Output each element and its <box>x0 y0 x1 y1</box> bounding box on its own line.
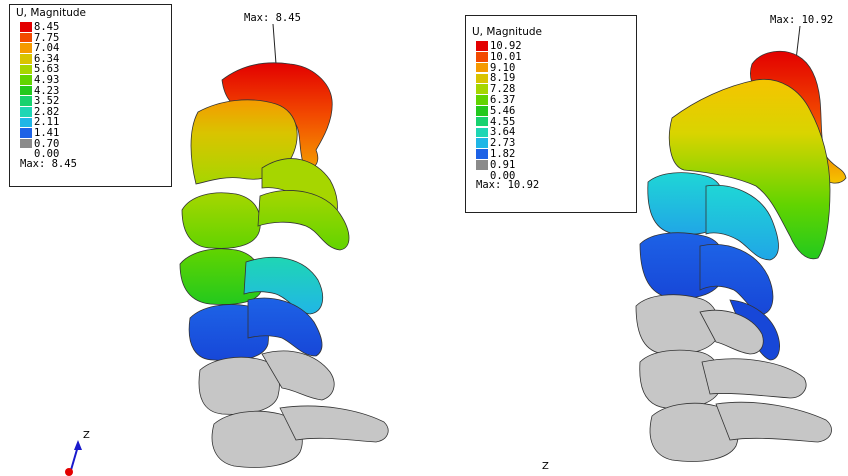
legend-swatch <box>476 106 488 116</box>
axis-triad <box>65 440 82 476</box>
legend-value: 7.75 <box>34 31 60 44</box>
legend-swatch <box>20 138 32 149</box>
legend-value: 1.41 <box>34 127 60 139</box>
legend-swatch <box>20 32 32 43</box>
legend-value: 0.00 <box>34 148 60 161</box>
legend-row: 7.04 <box>20 42 59 54</box>
legend-value: 3.64 <box>490 126 516 139</box>
legend-value: 4.93 <box>34 74 60 86</box>
legend-swatch <box>20 117 32 128</box>
legend-value: 1.82 <box>490 148 516 160</box>
legend-swatch <box>20 54 32 64</box>
legend-row: 7.28 <box>476 83 515 95</box>
legend-row: 1.82 <box>476 148 515 160</box>
legend-value: 10.92 <box>490 40 522 52</box>
right-legend-title: U, Magnitude <box>472 26 542 38</box>
legend-row: 1.41 <box>20 127 59 139</box>
legend-row: 5.46 <box>476 105 515 117</box>
legend-row: 6.34 <box>20 53 59 65</box>
legend-row: 4.55 <box>476 116 515 128</box>
legend-row: 8.45 <box>20 21 59 33</box>
legend-swatch <box>20 128 32 138</box>
legend-value: 0.70 <box>34 137 60 150</box>
axis-z-label-left: Z <box>83 430 90 441</box>
legend-swatch <box>476 138 488 148</box>
legend-swatch <box>476 95 488 105</box>
legend-row: 4.93 <box>20 74 59 86</box>
legend-swatch <box>20 107 32 117</box>
legend-row: 2.11 <box>20 116 59 128</box>
legend-value: 8.45 <box>34 21 60 33</box>
legend-row: 0.70 <box>20 138 59 150</box>
legend-swatch <box>20 22 32 32</box>
right-legend: U, Magnitude 10.92 10.01 9.10 8.19 7.28 6.37 5… <box>465 15 637 213</box>
legend-value: 2.11 <box>34 116 60 129</box>
legend-swatch <box>20 96 32 106</box>
legend-row: 8.19 <box>476 72 515 84</box>
legend-swatch <box>476 116 488 127</box>
legend-value: 0.00 <box>490 169 516 182</box>
legend-row: 7.75 <box>20 32 59 44</box>
legend-row: 0.91 <box>476 159 515 171</box>
legend-swatch <box>476 160 488 170</box>
legend-row: 2.82 <box>20 106 59 118</box>
legend-swatch <box>476 127 488 138</box>
legend-row: 3.64 <box>476 126 515 138</box>
left-legend: U, Magnitude 8.45 7.75 7.04 6.34 5.63 4.93 4.2… <box>9 4 172 187</box>
legend-swatch <box>20 64 32 75</box>
legend-swatch <box>476 52 488 62</box>
left-max-marker: Max: 8.45 <box>244 12 301 24</box>
legend-value: 7.04 <box>34 42 60 55</box>
legend-row: 4.23 <box>20 85 59 97</box>
legend-swatch <box>20 75 32 85</box>
legend-value: 4.55 <box>490 115 516 128</box>
legend-row: 3.52 <box>20 95 59 107</box>
legend-value: 5.63 <box>34 63 60 76</box>
right-spine <box>635 50 847 462</box>
right-legend-max: Max: 10.92 <box>476 179 540 191</box>
legend-row: 10.92 <box>476 40 522 52</box>
legend-row: 0.00 <box>20 148 59 160</box>
legend-row: 9.10 <box>476 62 515 74</box>
legend-swatch <box>476 73 488 84</box>
legend-value: 5.46 <box>490 104 516 117</box>
legend-swatch <box>476 62 488 73</box>
legend-swatch <box>476 149 488 159</box>
legend-value: 8.19 <box>490 72 516 85</box>
legend-value: 6.34 <box>34 52 60 65</box>
legend-value: 0.91 <box>490 158 516 171</box>
legend-value: 2.82 <box>34 105 60 118</box>
legend-row: 5.63 <box>20 63 59 75</box>
legend-value: 6.37 <box>490 94 516 106</box>
legend-swatch <box>476 84 488 94</box>
legend-value: 2.73 <box>490 137 516 150</box>
legend-value: 7.28 <box>490 83 516 96</box>
legend-row: 0.00 <box>476 170 515 182</box>
legend-swatch <box>476 41 488 51</box>
right-max-marker: Max: 10.92 <box>770 14 834 26</box>
legend-value: 9.10 <box>490 61 516 74</box>
legend-value: 3.52 <box>34 95 60 108</box>
left-legend-max: Max: 8.45 <box>20 158 77 170</box>
legend-row: 2.73 <box>476 137 515 149</box>
legend-row: 6.37 <box>476 94 515 106</box>
left-spine <box>179 62 389 468</box>
axis-z-label-right: Z <box>542 461 549 472</box>
legend-swatch <box>20 43 32 53</box>
legend-row: 10.01 <box>476 51 522 63</box>
left-legend-title: U, Magnitude <box>16 7 86 19</box>
legend-value: 10.01 <box>490 50 522 63</box>
legend-value: 4.23 <box>34 84 60 97</box>
legend-swatch <box>20 85 32 96</box>
